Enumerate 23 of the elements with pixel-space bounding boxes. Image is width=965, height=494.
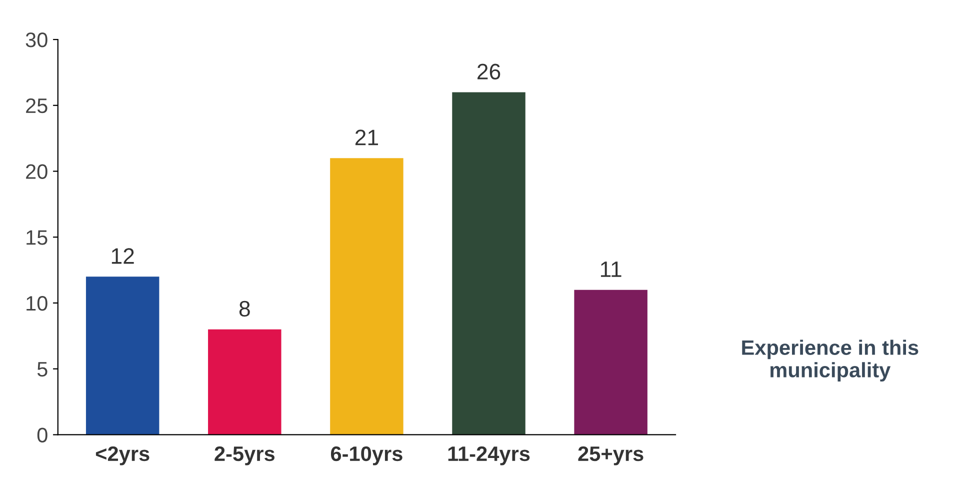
data-label: 11 <box>600 262 622 277</box>
text: Experience in this municipality <box>742 340 918 382</box>
y-tick-label: 5 <box>37 362 48 377</box>
data-label: 8 <box>239 300 250 317</box>
y-tick-label: 0 <box>37 428 48 442</box>
y-tick-label: 15 <box>26 230 48 245</box>
x-tick-label: 2-5yrs <box>214 446 274 466</box>
y-tick-label: 25 <box>26 98 48 114</box>
bar <box>330 158 404 435</box>
bar <box>452 92 526 435</box>
data-label: 26 <box>478 64 500 80</box>
data-label: 21 <box>355 130 378 146</box>
y-tick-label: 10 <box>26 296 48 311</box>
y-tick-label: 20 <box>26 164 48 180</box>
x-tick-label: <2yrs <box>96 446 150 466</box>
x-tick-label: 6-10yrs <box>330 446 402 466</box>
y-tick-label: 30 <box>26 32 48 48</box>
data-label: 12 <box>112 248 134 264</box>
bar <box>574 290 648 435</box>
x-tick-label: 11-24yrs <box>448 446 530 466</box>
bar <box>208 329 282 435</box>
bar <box>86 276 160 435</box>
x-tick-label: 25+yrs <box>578 446 644 466</box>
